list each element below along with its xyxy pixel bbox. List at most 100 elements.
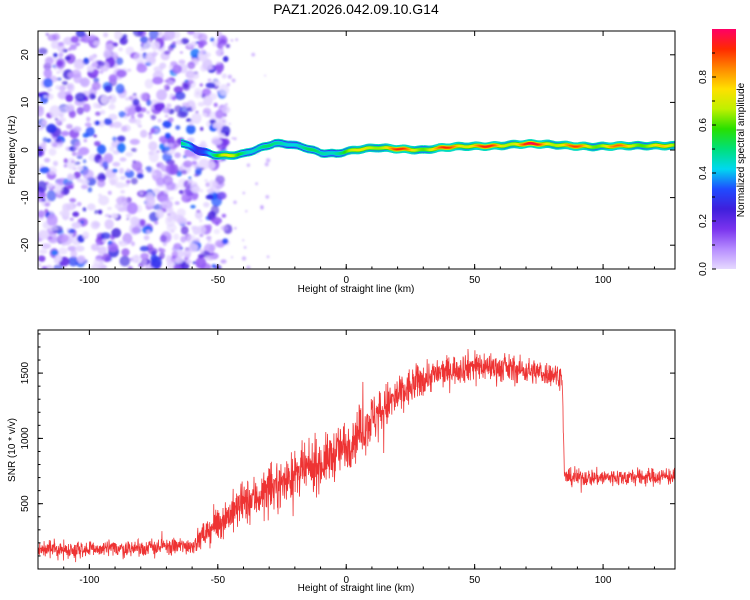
noise-speck xyxy=(218,146,222,150)
noise-blob xyxy=(146,110,151,115)
noise-blob xyxy=(96,144,107,155)
ridge-cell xyxy=(331,152,333,154)
noise-blob xyxy=(118,47,123,52)
ridge-cell xyxy=(506,144,508,146)
noise-blob xyxy=(72,167,77,171)
noise-blob xyxy=(90,243,100,251)
noise-blob xyxy=(178,189,184,195)
noise-blob xyxy=(99,174,106,180)
noise-blob xyxy=(174,152,181,159)
noise-blob xyxy=(166,103,172,108)
noise-blob xyxy=(40,142,47,149)
ridge-cell xyxy=(254,149,256,151)
noise-blob xyxy=(212,40,218,47)
noise-speck xyxy=(221,182,225,187)
ridge-cell xyxy=(574,145,576,148)
ridge-cell xyxy=(499,145,502,147)
noise-blob xyxy=(172,41,177,45)
ridge-cell xyxy=(497,144,499,147)
ridge-cell xyxy=(606,145,608,148)
noise-blob xyxy=(222,238,229,245)
ridge-cell xyxy=(232,154,235,157)
noise-blob xyxy=(93,258,103,267)
ridge-cell xyxy=(240,153,242,155)
noise-blob xyxy=(191,185,201,194)
ridge-cell xyxy=(657,144,660,147)
ridge-cell xyxy=(339,152,341,155)
ridge-cell xyxy=(403,148,405,150)
ridge-cell xyxy=(328,152,331,154)
noise-blob xyxy=(130,177,138,185)
x-tick-label: -100 xyxy=(79,275,99,286)
ridge-cell xyxy=(571,145,574,147)
ridge-cell xyxy=(200,150,202,153)
ridge-cell xyxy=(317,151,319,153)
ridge-cell xyxy=(444,146,446,149)
noise-blob xyxy=(58,117,66,123)
ridge-cell xyxy=(231,154,233,157)
noise-blob xyxy=(167,206,174,213)
ridge-cell xyxy=(271,144,273,146)
noise-blob xyxy=(189,120,194,126)
noise-blob xyxy=(58,247,68,255)
x-tick-label: 50 xyxy=(469,275,481,286)
noise-blob xyxy=(82,57,90,65)
noise-blob xyxy=(92,40,101,46)
noise-blob xyxy=(185,79,194,85)
ridge-cell xyxy=(581,145,584,147)
ridge-cell xyxy=(612,145,615,148)
noise-blob xyxy=(164,114,169,118)
noise-speck xyxy=(230,39,234,42)
ridge-cell xyxy=(322,152,324,155)
ridge-cell xyxy=(390,147,393,150)
ridge-cell xyxy=(350,149,353,151)
noise-blob xyxy=(140,46,146,52)
noise-blob xyxy=(215,109,224,119)
ridge-cell xyxy=(666,145,669,147)
noise-speck xyxy=(220,105,223,108)
noise-blob xyxy=(199,219,203,223)
ridge-cell xyxy=(416,149,418,151)
ridge-cell xyxy=(316,150,318,152)
noise-blob xyxy=(188,243,199,252)
noise-blob xyxy=(68,110,76,118)
noise-blob xyxy=(44,56,54,66)
noise-blob xyxy=(166,223,177,232)
noise-blob xyxy=(212,180,219,188)
ridge-cell xyxy=(357,149,359,151)
noise-blob xyxy=(93,77,100,83)
noise-blob xyxy=(174,201,180,206)
noise-blob xyxy=(67,174,76,181)
ridge-cell xyxy=(535,143,538,145)
ridge-cell xyxy=(321,152,323,155)
noise-blob xyxy=(195,237,200,244)
ridge-cell xyxy=(336,152,339,155)
noise-blob xyxy=(57,190,61,195)
ridge-cell xyxy=(255,148,258,151)
ridge-cell xyxy=(633,144,635,147)
noise-blob xyxy=(104,85,113,93)
y-tick-label: -10 xyxy=(20,190,31,205)
ridge-cell xyxy=(396,148,399,150)
noise-blob xyxy=(217,191,227,200)
ridge-cell xyxy=(281,142,283,145)
noise-blob xyxy=(90,220,100,230)
noise-blob xyxy=(186,221,192,226)
ridge-cell xyxy=(630,145,633,147)
ridge-cell xyxy=(296,144,299,147)
ridge-cell xyxy=(384,146,386,149)
noise-blob xyxy=(135,118,142,126)
noise-blob xyxy=(143,235,150,241)
ridge-cell xyxy=(576,145,579,148)
noise-blob xyxy=(152,172,157,176)
noise-blob xyxy=(58,52,64,57)
ridge-cell xyxy=(398,148,400,150)
noise-blob xyxy=(218,133,226,138)
ridge-cell xyxy=(186,144,188,146)
ridge-cell xyxy=(224,154,227,156)
ridge-cell xyxy=(299,145,301,147)
noise-blob xyxy=(131,160,143,171)
x-tick-label: 100 xyxy=(595,575,612,586)
ridge-cell xyxy=(590,146,593,148)
ridge-cell xyxy=(578,145,580,148)
